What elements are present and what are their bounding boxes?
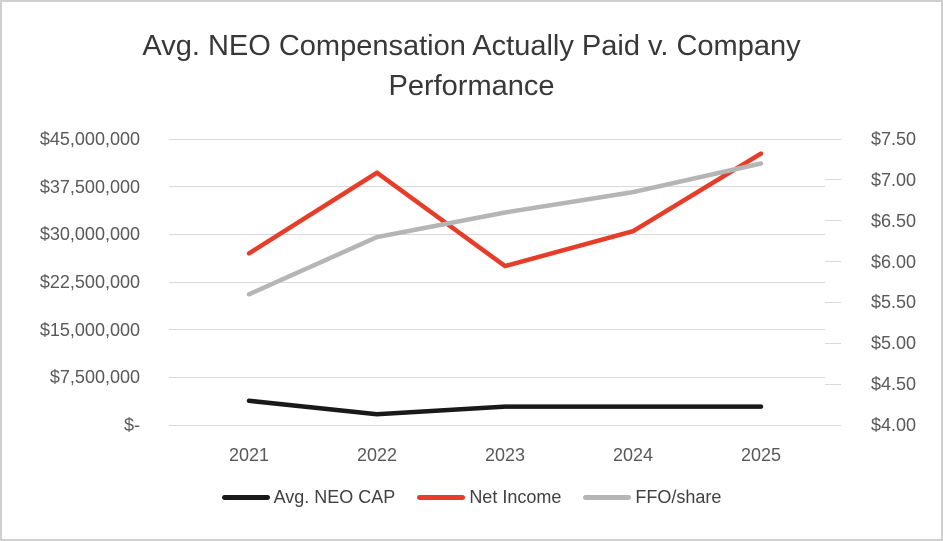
left-axis-tick-label: $15,000,000 (39, 319, 140, 340)
right-axis-tick (825, 179, 841, 181)
left-axis-tick (169, 233, 185, 235)
legend-item-avg-neo-cap: Avg. NEO CAP (221, 486, 396, 508)
right-axis-tick-label: $6.00 (871, 251, 917, 272)
gridline (185, 186, 825, 188)
left-axis-tick-label: $7,500,000 (49, 367, 140, 388)
series-line-net-income (246, 151, 764, 269)
gridline (185, 376, 825, 378)
gridline (185, 233, 825, 235)
left-axis-tick (169, 186, 185, 188)
legend-swatch-net-income (417, 494, 466, 500)
chart-title: Avg. NEO Compensation Actually Paid v. C… (2, 26, 941, 106)
legend-label-ffo-share: FFO/share (635, 487, 722, 507)
legend-label-net-income: Net Income (469, 487, 562, 507)
right-axis-tick (825, 424, 841, 426)
left-axis-tick-label: $22,500,000 (39, 272, 140, 292)
gridline (185, 138, 825, 140)
right-axis-tick-label: $4.00 (871, 415, 917, 435)
chart-legend: Avg. NEO CAP Net Income FFO/share (2, 483, 941, 511)
x-axis-category-label: 2022 (356, 445, 398, 465)
legend-label-avg-neo-cap: Avg. NEO CAP (273, 487, 396, 507)
series-line-avg-neo-cap (246, 398, 764, 417)
left-axis-tick (169, 424, 185, 426)
legend-swatch-avg-neo-cap (221, 494, 270, 500)
left-axis-tick-label: $- (123, 415, 140, 435)
x-axis-category-label: 2025 (740, 445, 782, 465)
right-axis-tick-label: $5.50 (871, 292, 917, 313)
x-axis-category-label: 2021 (228, 445, 270, 465)
chart-title-line-2: Performance (388, 70, 555, 102)
right-axis-tick (825, 301, 841, 303)
left-axis-tick-label: $45,000,000 (39, 129, 140, 149)
right-axis-tick-label: $5.00 (871, 333, 917, 354)
right-axis-tick-label: $6.50 (871, 210, 917, 231)
left-axis-tick-label: $37,500,000 (39, 176, 140, 197)
left-axis-tick (169, 329, 185, 331)
x-axis-category-label: 2024 (612, 445, 654, 465)
left-axis-tick (169, 376, 185, 378)
right-axis-tick-label: $4.50 (871, 374, 917, 395)
gridline (185, 329, 825, 331)
gridline (185, 281, 825, 283)
right-axis-tick (825, 261, 841, 263)
x-axis-category-label: 2023 (484, 445, 526, 465)
right-axis-tick-label: $7.00 (871, 169, 917, 190)
right-axis-tick-label: $7.50 (871, 129, 917, 149)
left-axis-tick (169, 138, 185, 140)
chart-title-line-1: Avg. NEO Compensation Actually Paid v. C… (142, 30, 801, 62)
gridline (185, 424, 825, 426)
left-axis-tick (169, 281, 185, 283)
series-line-ffo-share (246, 161, 764, 297)
legend-item-net-income: Net Income (417, 486, 561, 508)
right-axis-tick (825, 342, 841, 344)
right-axis-tick (825, 383, 841, 385)
right-axis-tick (825, 220, 841, 222)
right-axis-tick (825, 138, 841, 140)
legend-swatch-ffo-share (583, 494, 632, 500)
left-axis-tick-label: $30,000,000 (39, 224, 140, 245)
legend-item-ffo-share: FFO/share (583, 486, 721, 508)
